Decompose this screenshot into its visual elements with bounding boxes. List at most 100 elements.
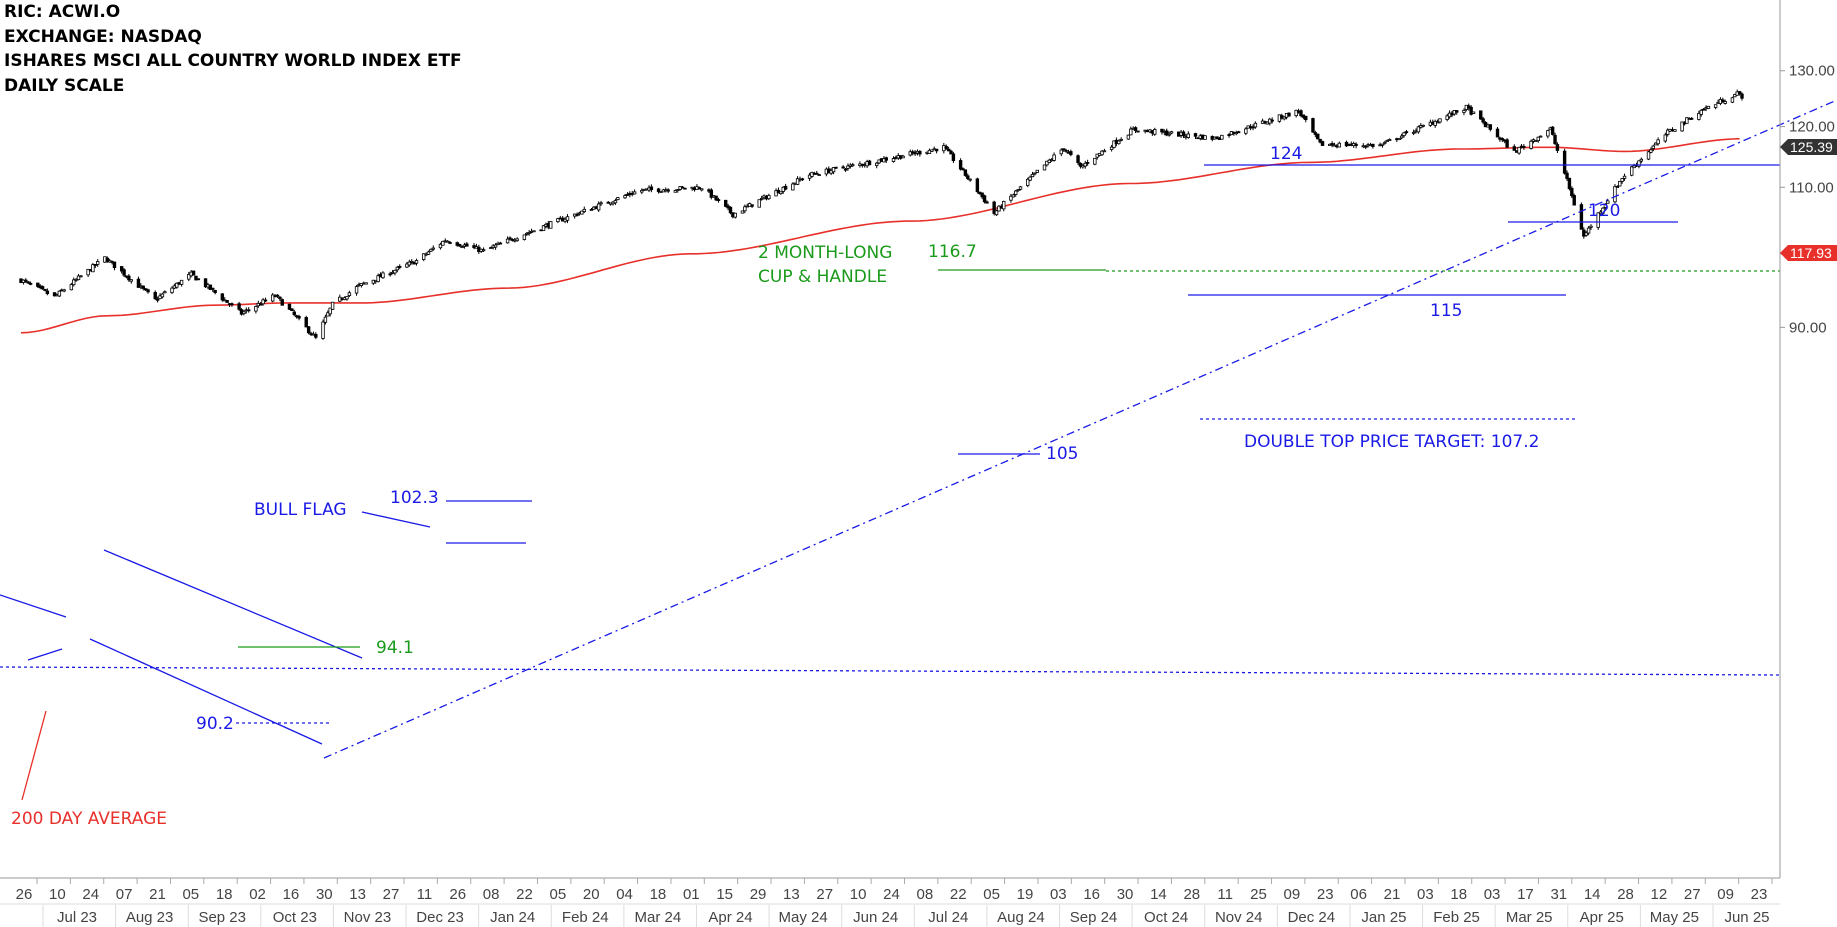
candle-body (1701, 108, 1706, 111)
month-label: Sep 24 (1070, 909, 1118, 926)
candle-body (1282, 116, 1286, 120)
candle-body (927, 149, 932, 154)
candle-body (388, 273, 392, 276)
candle-body (1253, 122, 1258, 128)
candle-body (1421, 124, 1425, 127)
month-label: Apr 24 (708, 909, 752, 926)
month-label: Nov 23 (344, 909, 392, 926)
candle-body (1026, 178, 1030, 186)
candle-body (834, 166, 838, 169)
candle-body (1102, 150, 1107, 153)
candle-body (1397, 138, 1401, 141)
time-tick-label: 17 (1517, 886, 1534, 903)
candle-body (455, 242, 459, 246)
time-tick-label: 01 (683, 886, 700, 903)
candle-body (1512, 146, 1516, 151)
candle-body (1117, 140, 1121, 145)
level-116-7-label: 116.7 (928, 242, 977, 262)
time-tick-label: 22 (516, 886, 533, 903)
ma-last-tag-shape (1780, 245, 1837, 261)
candle-body (1584, 232, 1588, 236)
candle-body (93, 264, 98, 266)
candle-body (505, 238, 510, 244)
ma-last-tag: 117.93 (1780, 245, 1837, 261)
candle-body (716, 199, 721, 201)
candle-body (220, 293, 225, 301)
candle-body (1270, 119, 1274, 122)
candle-body (1505, 139, 1509, 148)
candlestick-series (19, 89, 1744, 340)
candle-body (306, 326, 311, 334)
candle-body (290, 308, 294, 312)
candle-body (985, 201, 989, 204)
candle-body (1601, 207, 1605, 214)
month-label: Sep 23 (198, 909, 246, 926)
price-tick-label: 90.00 (1789, 319, 1827, 336)
candle-body (457, 244, 462, 247)
candle-body (1287, 112, 1291, 117)
ma-label-pointer (21, 710, 47, 801)
candle-body (673, 190, 678, 193)
candle-body (489, 247, 493, 249)
candle-body (1251, 126, 1255, 129)
candle-body (448, 242, 452, 244)
candle-body (1411, 131, 1416, 134)
time-tick-label: 10 (850, 886, 867, 903)
candle-body (91, 264, 95, 273)
candle-body (1030, 173, 1035, 178)
candle-body (951, 153, 956, 162)
candle-body (460, 246, 464, 249)
candle-body (1059, 149, 1063, 155)
candle-body (640, 190, 644, 193)
time-tick-label: 31 (1550, 886, 1567, 903)
candle-body (1167, 133, 1171, 136)
candle-body (1529, 140, 1533, 149)
exchange-label: EXCHANGE: NASDAQ (4, 26, 202, 47)
candle-body (1455, 110, 1459, 113)
time-tick-label: 16 (1083, 886, 1100, 903)
candle-body (946, 148, 951, 152)
candle-body (515, 238, 519, 242)
candle-body (129, 279, 133, 282)
candle-body (105, 257, 109, 263)
candle-body (589, 209, 594, 211)
candle-body (119, 266, 124, 272)
candle-body (1656, 139, 1660, 145)
candle-body (292, 311, 296, 316)
time-tick-label: 07 (116, 886, 133, 903)
month-label: Oct 24 (1144, 909, 1188, 926)
time-tick-label: 27 (816, 886, 833, 903)
candle-body (795, 178, 800, 185)
candle-body (1649, 149, 1653, 153)
candle-body (831, 167, 836, 173)
candle-body (258, 303, 263, 306)
candle-body (1589, 225, 1593, 228)
price-tick-label: 120.00 (1789, 119, 1835, 136)
candle-body (1399, 135, 1404, 139)
candle-body (884, 157, 888, 161)
candle-body (975, 178, 980, 193)
candle-body (45, 290, 50, 295)
candle-body (1002, 201, 1006, 210)
month-label: Apr 25 (1580, 909, 1624, 926)
candle-body (1579, 204, 1584, 230)
candle-body (1313, 132, 1318, 135)
candle-body (1553, 134, 1557, 145)
time-axis-day-labels: 26 10 24 07 21 05 18 02 16 30 13 27 11 26 08 22 05 20 04 18… (16, 878, 1773, 903)
candle-body (1740, 93, 1744, 99)
candle-body (1536, 136, 1540, 142)
candle-body (1136, 130, 1140, 133)
candle-body (1076, 155, 1080, 164)
time-tick-label: 27 (383, 886, 400, 903)
price-tick-label: 130.00 (1789, 63, 1835, 80)
wedge-top-line (0, 594, 67, 618)
candle-body (656, 188, 661, 193)
candle-body (208, 284, 213, 290)
candle-body (376, 275, 380, 283)
month-label: May 25 (1650, 909, 1699, 926)
candle-body (697, 187, 702, 190)
time-tick-label: 24 (82, 886, 99, 903)
candle-body (575, 214, 579, 216)
candle-body (1567, 177, 1572, 190)
